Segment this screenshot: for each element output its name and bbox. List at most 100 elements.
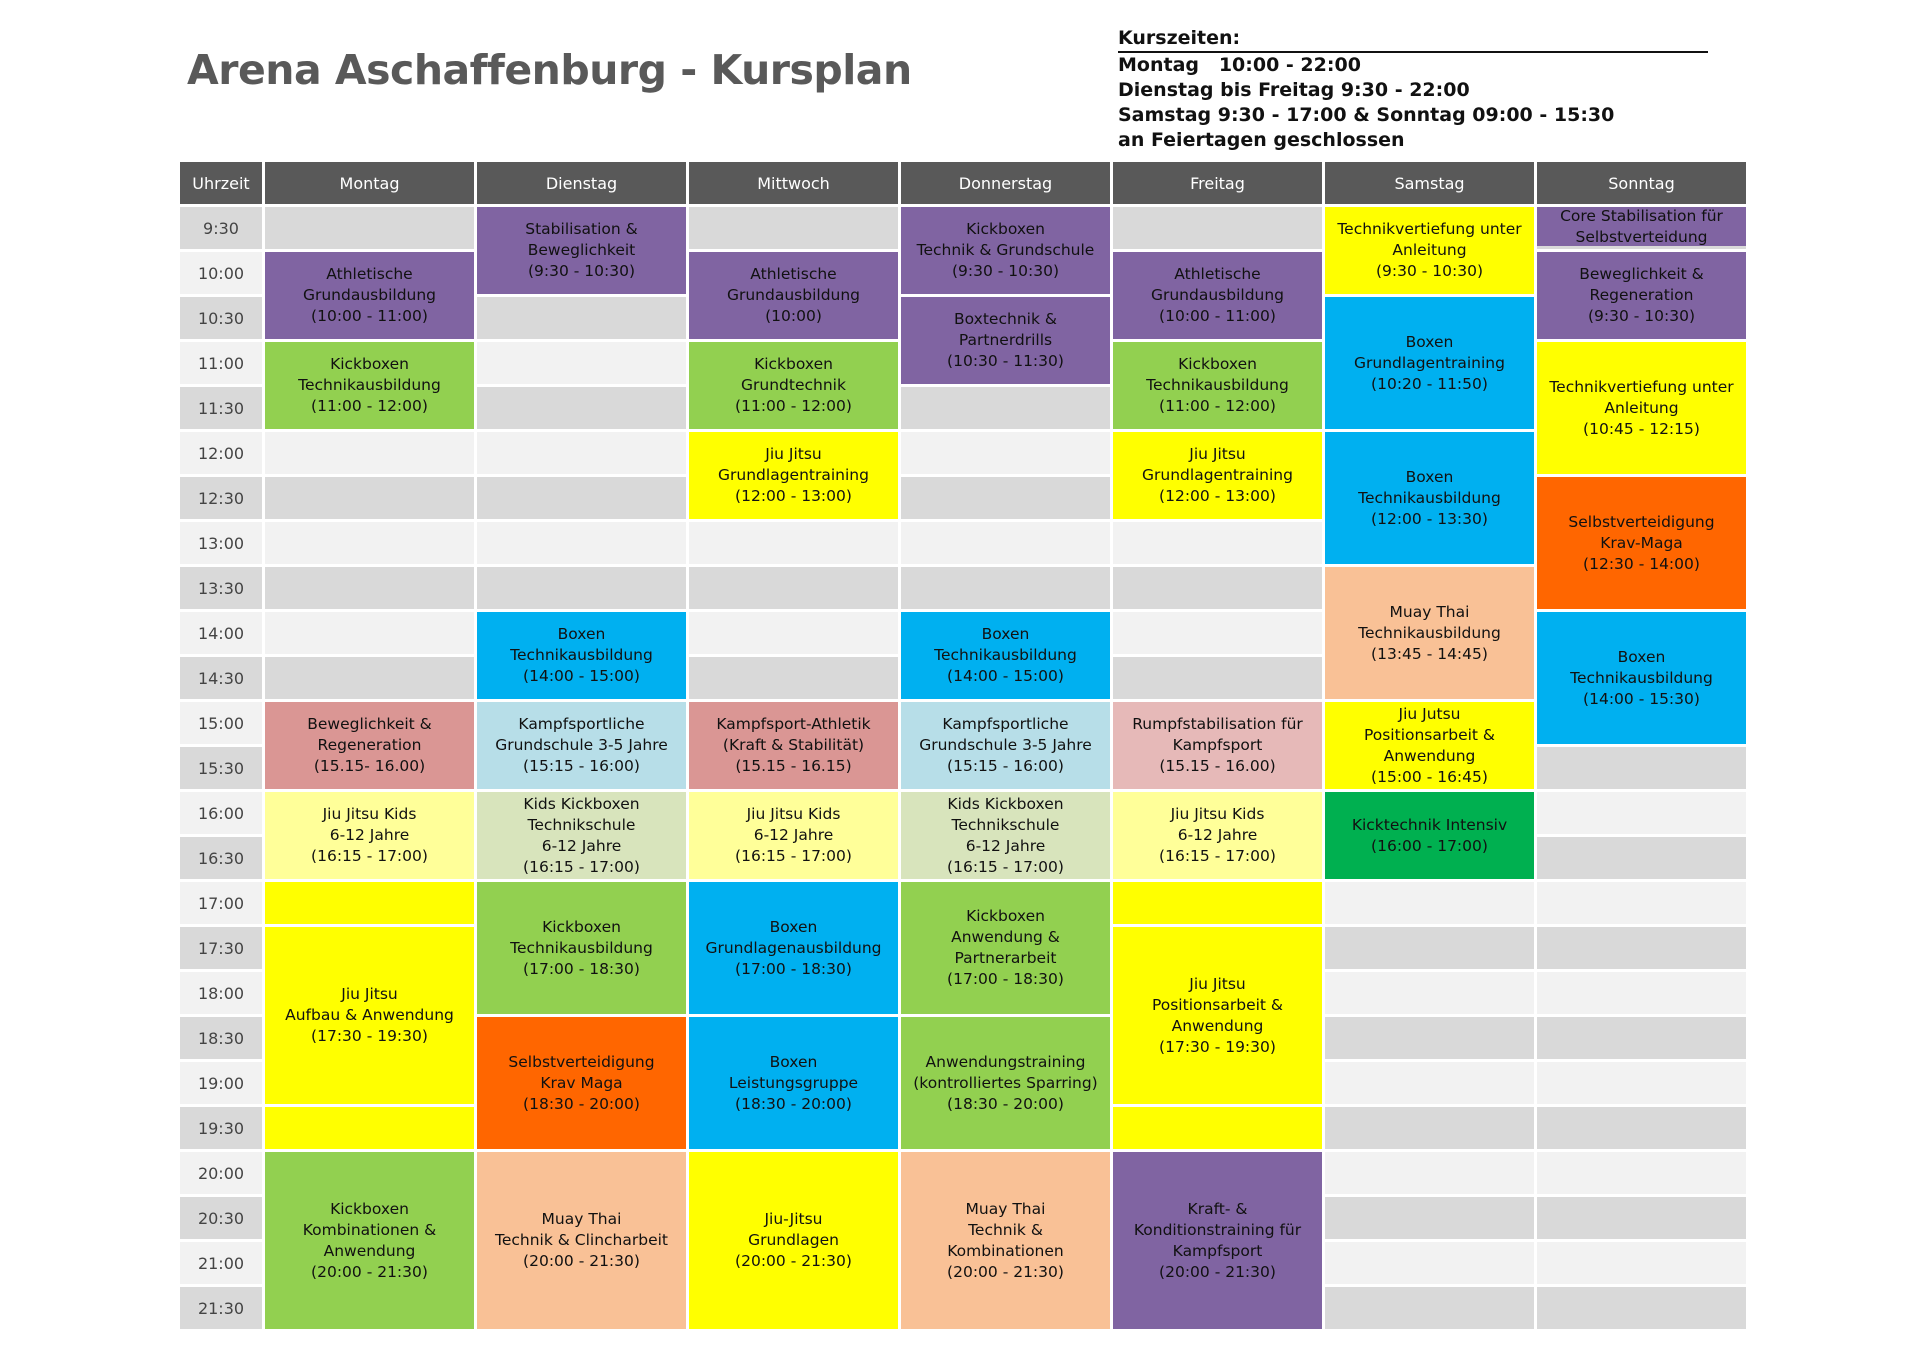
empty-slot	[689, 612, 898, 654]
course-title-line: Muay Thai	[1389, 602, 1470, 621]
course-block: Core Stabilisation für Selbstverteidung	[1537, 207, 1746, 246]
empty-slot	[1113, 522, 1322, 564]
course-block: Kraft- & Konditionstraining für Kampfsport…	[1113, 1152, 1322, 1329]
course-title-line: Jiu Jitsu	[1189, 445, 1246, 463]
opening-hours-line: Samstag 9:30 - 17:00 & Sonntag 09:00 - 1…	[1118, 104, 1615, 126]
course-time: (14:00 - 15:00)	[523, 667, 640, 685]
empty-slot	[1537, 1017, 1746, 1059]
opening-hours: Kurszeiten: Montag 10:00 - 22:00 Diensta…	[1118, 26, 1708, 153]
empty-slot	[1325, 1152, 1534, 1194]
time-label: 10:00	[180, 252, 262, 294]
course-block: Athletische Grundausbildung (10:00 - 11:00…	[265, 252, 474, 339]
time-label: 11:00	[180, 342, 262, 384]
course-block: Technikvertiefung unter Anleitung (10:45 -…	[1537, 342, 1746, 474]
time-label: 15:30	[180, 747, 262, 789]
empty-slot	[1113, 207, 1322, 249]
course-time: (20:00 - 21:30)	[523, 1252, 640, 1270]
course-title-line: Grundausbildung	[1150, 286, 1285, 304]
empty-slot	[1325, 1242, 1534, 1284]
empty-slot	[1325, 1017, 1534, 1059]
empty-slot	[1537, 1287, 1746, 1329]
opening-hours-line: Dienstag bis Freitag 9:30 - 22:00	[1118, 79, 1470, 101]
time-label: 15:00	[180, 702, 262, 744]
course-title-line: 6-12 Jahre	[541, 836, 622, 855]
empty-slot	[1113, 657, 1322, 699]
course-block: Kampfsportliche Grundschule 3-5 Jahre (15:…	[901, 702, 1110, 789]
empty-slot	[1325, 972, 1534, 1014]
time-label: 12:00	[180, 432, 262, 474]
course-title-line: Regeneration	[1589, 286, 1694, 304]
course-title-line: Stabilisation &	[525, 220, 638, 238]
course-title-line: Regeneration	[317, 736, 422, 754]
course-title-line: Athletische	[750, 265, 837, 283]
course-title-line: Anwendung	[1171, 1016, 1264, 1035]
time-label: 16:30	[180, 837, 262, 879]
course-title-line: Athletische	[326, 265, 413, 283]
course-title-line: 6-12 Jahre	[965, 836, 1046, 855]
opening-hours-line: an Feiertagen geschlossen	[1118, 129, 1405, 151]
column-header: Freitag	[1113, 162, 1322, 204]
course-title-line: Boxen	[557, 625, 606, 643]
course-time: (11:00 - 12:00)	[1159, 397, 1276, 415]
course-block: Muay Thai Technik & Clincharbeit (20:00 - …	[477, 1152, 686, 1329]
course-title-line: Krav-Maga	[1600, 533, 1683, 552]
course-block: Kickboxen Technikausbildung (11:00 - 12:00…	[1113, 342, 1322, 429]
course-title-line: Kampfsport	[1172, 736, 1263, 754]
course-time: (12:30 - 14:00)	[1583, 554, 1700, 573]
course-time: (20:00 - 21:30)	[735, 1252, 852, 1270]
course-block: Jiu Jitsu Grundlagentraining (12:00 - 13:0…	[1113, 432, 1322, 519]
empty-slot	[1325, 1287, 1534, 1329]
course-title-line: Partnerdrills	[958, 331, 1053, 349]
course-time: (15.15 - 16.15)	[735, 757, 852, 775]
course-block: Muay Thai Technik & Kombinationen (20:00 - …	[901, 1152, 1110, 1329]
course-block: Kickboxen Technikausbildung (17:00 - 18:30…	[477, 882, 686, 1014]
empty-slot	[689, 567, 898, 609]
course-title-line: Boxtechnik &	[954, 310, 1057, 328]
course-title-line: Kombinationen &	[302, 1220, 437, 1239]
course-time: (20:00 - 21:30)	[311, 1262, 428, 1281]
course-title-line: Partnerarbeit	[954, 949, 1057, 967]
course-title-line: Kombinationen	[947, 1241, 1064, 1260]
course-title-line: Leistungsgruppe	[728, 1073, 859, 1092]
course-title-line: Aufbau & Anwendung	[285, 1006, 454, 1024]
course-time: (20:00 - 21:30)	[1159, 1262, 1276, 1281]
course-block: Jiu Jitsu Kids 6-12 Jahre (16:15 - 17:00)	[1113, 792, 1322, 879]
empty-slot	[477, 387, 686, 429]
course-title-line: Muay Thai	[541, 1210, 622, 1228]
course-title-line: Grundschule 3-5 Jahre	[919, 736, 1092, 754]
course-time: (9:30 - 10:30)	[951, 262, 1060, 280]
course-title-line: Jiu Jitsu Kids	[746, 805, 841, 823]
course-time: (15.15 - 16.00)	[1159, 757, 1276, 775]
empty-slot	[1537, 1152, 1746, 1194]
course-title-line: Kickboxen	[1178, 355, 1257, 373]
course-block: Boxen Technikausbildung (12:00 - 13:30)	[1325, 432, 1534, 564]
empty-slot	[1537, 1242, 1746, 1284]
course-title-line: (Kraft & Stabilität)	[722, 736, 865, 754]
course-title-line: Rumpfstabilisation für	[1132, 715, 1303, 733]
course-title-line: Kraft- &	[1187, 1199, 1248, 1218]
empty-slot	[1537, 792, 1746, 834]
course-title-line: Selbstverteidigung	[1568, 512, 1715, 531]
column-header: Donnerstag	[901, 162, 1110, 204]
empty-slot	[1537, 837, 1746, 879]
course-block: Boxen Grundlagenausbildung (17:00 - 18:30)	[689, 882, 898, 1014]
time-label: 14:30	[180, 657, 262, 699]
empty-slot	[265, 612, 474, 654]
empty-slot	[1113, 882, 1322, 924]
course-title-line: Grundschule 3-5 Jahre	[495, 736, 668, 754]
course-time: (9:30 - 10:30)	[1587, 307, 1696, 325]
empty-slot	[477, 342, 686, 384]
course-title-line: Krav Maga	[540, 1073, 623, 1092]
course-title-line: Core Stabilisation für	[1560, 206, 1723, 225]
column-header: Samstag	[1325, 162, 1534, 204]
course-title-line: Kickboxen	[330, 355, 409, 373]
time-label: 11:30	[180, 387, 262, 429]
empty-slot	[1325, 882, 1534, 924]
course-title-line: 6-12 Jahre	[329, 826, 410, 844]
course-title-line: Technikvertiefung unter	[1337, 220, 1522, 238]
empty-slot	[1537, 927, 1746, 969]
empty-slot	[265, 882, 474, 924]
course-title-line: Jiu-Jitsu	[764, 1210, 823, 1228]
opening-hours-heading: Kurszeiten:	[1118, 26, 1708, 53]
course-title-line: Selbstverteidung	[1575, 227, 1708, 246]
